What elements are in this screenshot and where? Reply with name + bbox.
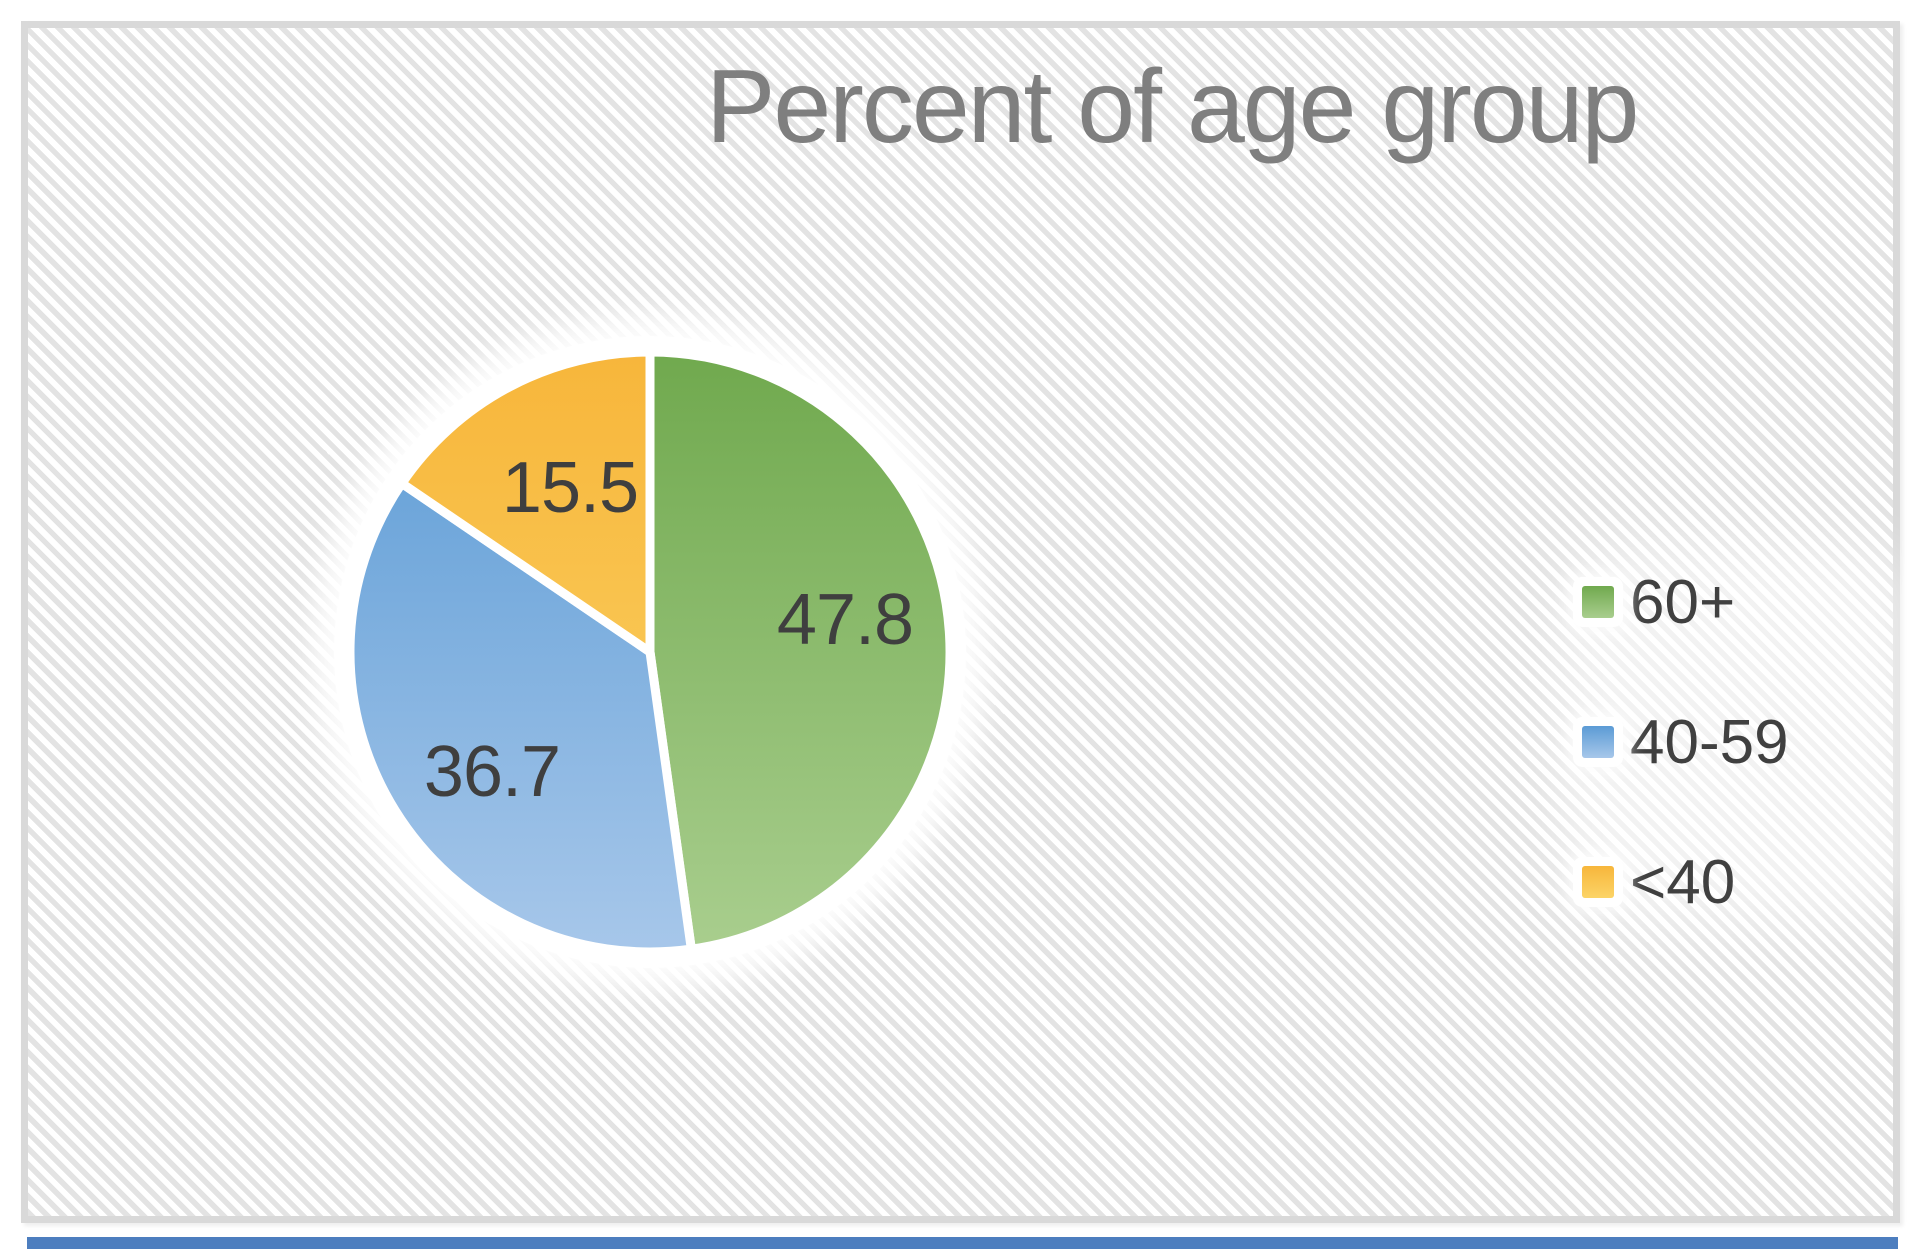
legend-swatch-green: [1582, 586, 1614, 618]
pie-chart: [337, 339, 963, 965]
legend-item-under40: <40: [1582, 846, 1735, 918]
chart-title: Percent of age group: [706, 49, 1639, 165]
bottom-blue-strip: [27, 1237, 1898, 1249]
legend-background-glow: [1560, 545, 1910, 925]
data-label-40-59: 36.7: [423, 732, 561, 812]
legend-label-60plus: 60+: [1630, 567, 1736, 637]
data-label-under40: 15.5: [501, 448, 639, 528]
legend-swatch-yellow: [1582, 866, 1614, 898]
pie-slice-under40: [397, 347, 655, 657]
data-label-60plus: 47.8: [776, 580, 914, 660]
legend-label-under40: <40: [1630, 847, 1736, 917]
legend-label-40-59: 40-59: [1630, 707, 1789, 777]
legend-item-40-59: 40-59: [1582, 706, 1789, 778]
legend-item-60plus: 60+: [1582, 566, 1735, 638]
pie-slice-40-59: [345, 478, 696, 957]
pie-slice-60plus: [645, 347, 955, 954]
legend-swatch-blue: [1582, 726, 1614, 758]
